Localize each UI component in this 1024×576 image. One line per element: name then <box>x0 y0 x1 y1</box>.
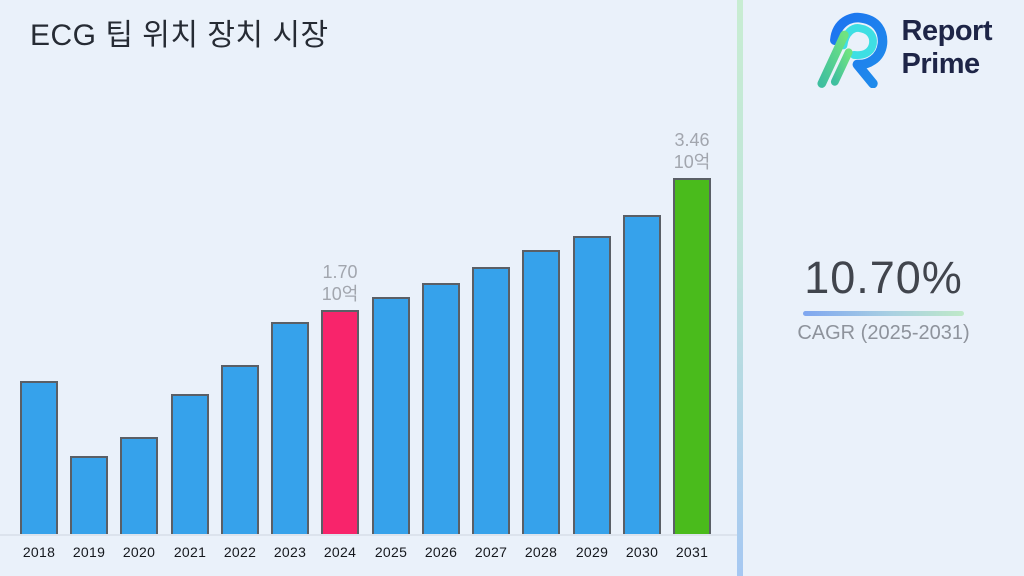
x-axis-label-2029: 2029 <box>575 544 609 560</box>
bar-2025 <box>372 297 410 534</box>
cagr-label: CAGR (2025-2031) <box>797 322 970 344</box>
bar-2031 <box>673 178 711 534</box>
x-axis-label-2024: 2024 <box>323 544 357 560</box>
x-axis-label-2021: 2021 <box>173 544 207 560</box>
bar-2019 <box>70 456 108 534</box>
x-axis-label-2019: 2019 <box>72 544 106 560</box>
x-axis-label-2022: 2022 <box>223 544 257 560</box>
bar-value-label-2031: 3.46 10억 <box>673 130 711 172</box>
bar-2026 <box>422 283 460 534</box>
chart-area: 2018 2019 2020 2021 2022 2023 2024 1.70 10억 2025 2… <box>0 130 737 560</box>
bar-2020 <box>120 437 158 534</box>
bar-2022 <box>221 365 259 534</box>
x-axis-label-2028: 2028 <box>524 544 558 560</box>
x-axis-label-2027: 2027 <box>474 544 508 560</box>
logo-word-report: Report <box>901 15 993 47</box>
page-title: ECG 팁 위치 장치 시장 <box>30 19 329 52</box>
x-axis-label-2023: 2023 <box>273 544 307 560</box>
report-prime-logo: Report Prime <box>814 8 993 88</box>
bar-2028 <box>522 250 560 534</box>
bar-2023 <box>271 322 309 534</box>
x-axis-label-2020: 2020 <box>122 544 156 560</box>
logo-word-prime: Prime <box>901 48 981 80</box>
bar-2024 <box>321 310 359 534</box>
bar-value-label-2024: 1.70 10억 <box>321 262 359 304</box>
report-prime-logo-icon <box>817 12 887 88</box>
cagr-value: 10.70% <box>804 252 963 303</box>
x-axis-label-2018: 2018 <box>22 544 56 560</box>
bar-2018 <box>20 381 58 534</box>
x-axis-label-2025: 2025 <box>374 544 408 560</box>
x-axis-label-2031: 2031 <box>675 544 709 560</box>
cagr-panel: 10.70% CAGR (2025-2031) <box>743 252 1024 345</box>
x-axis-label-2030: 2030 <box>625 544 659 560</box>
vertical-divider <box>737 0 743 576</box>
x-axis-label-2026: 2026 <box>424 544 458 560</box>
bar-2029 <box>573 236 611 534</box>
cagr-underline <box>803 311 964 316</box>
x-axis-line <box>0 534 737 536</box>
bar-2027 <box>472 267 510 534</box>
report-prime-logo-text: Report Prime <box>901 15 993 81</box>
bar-2021 <box>171 394 209 534</box>
bar-2030 <box>623 215 661 534</box>
